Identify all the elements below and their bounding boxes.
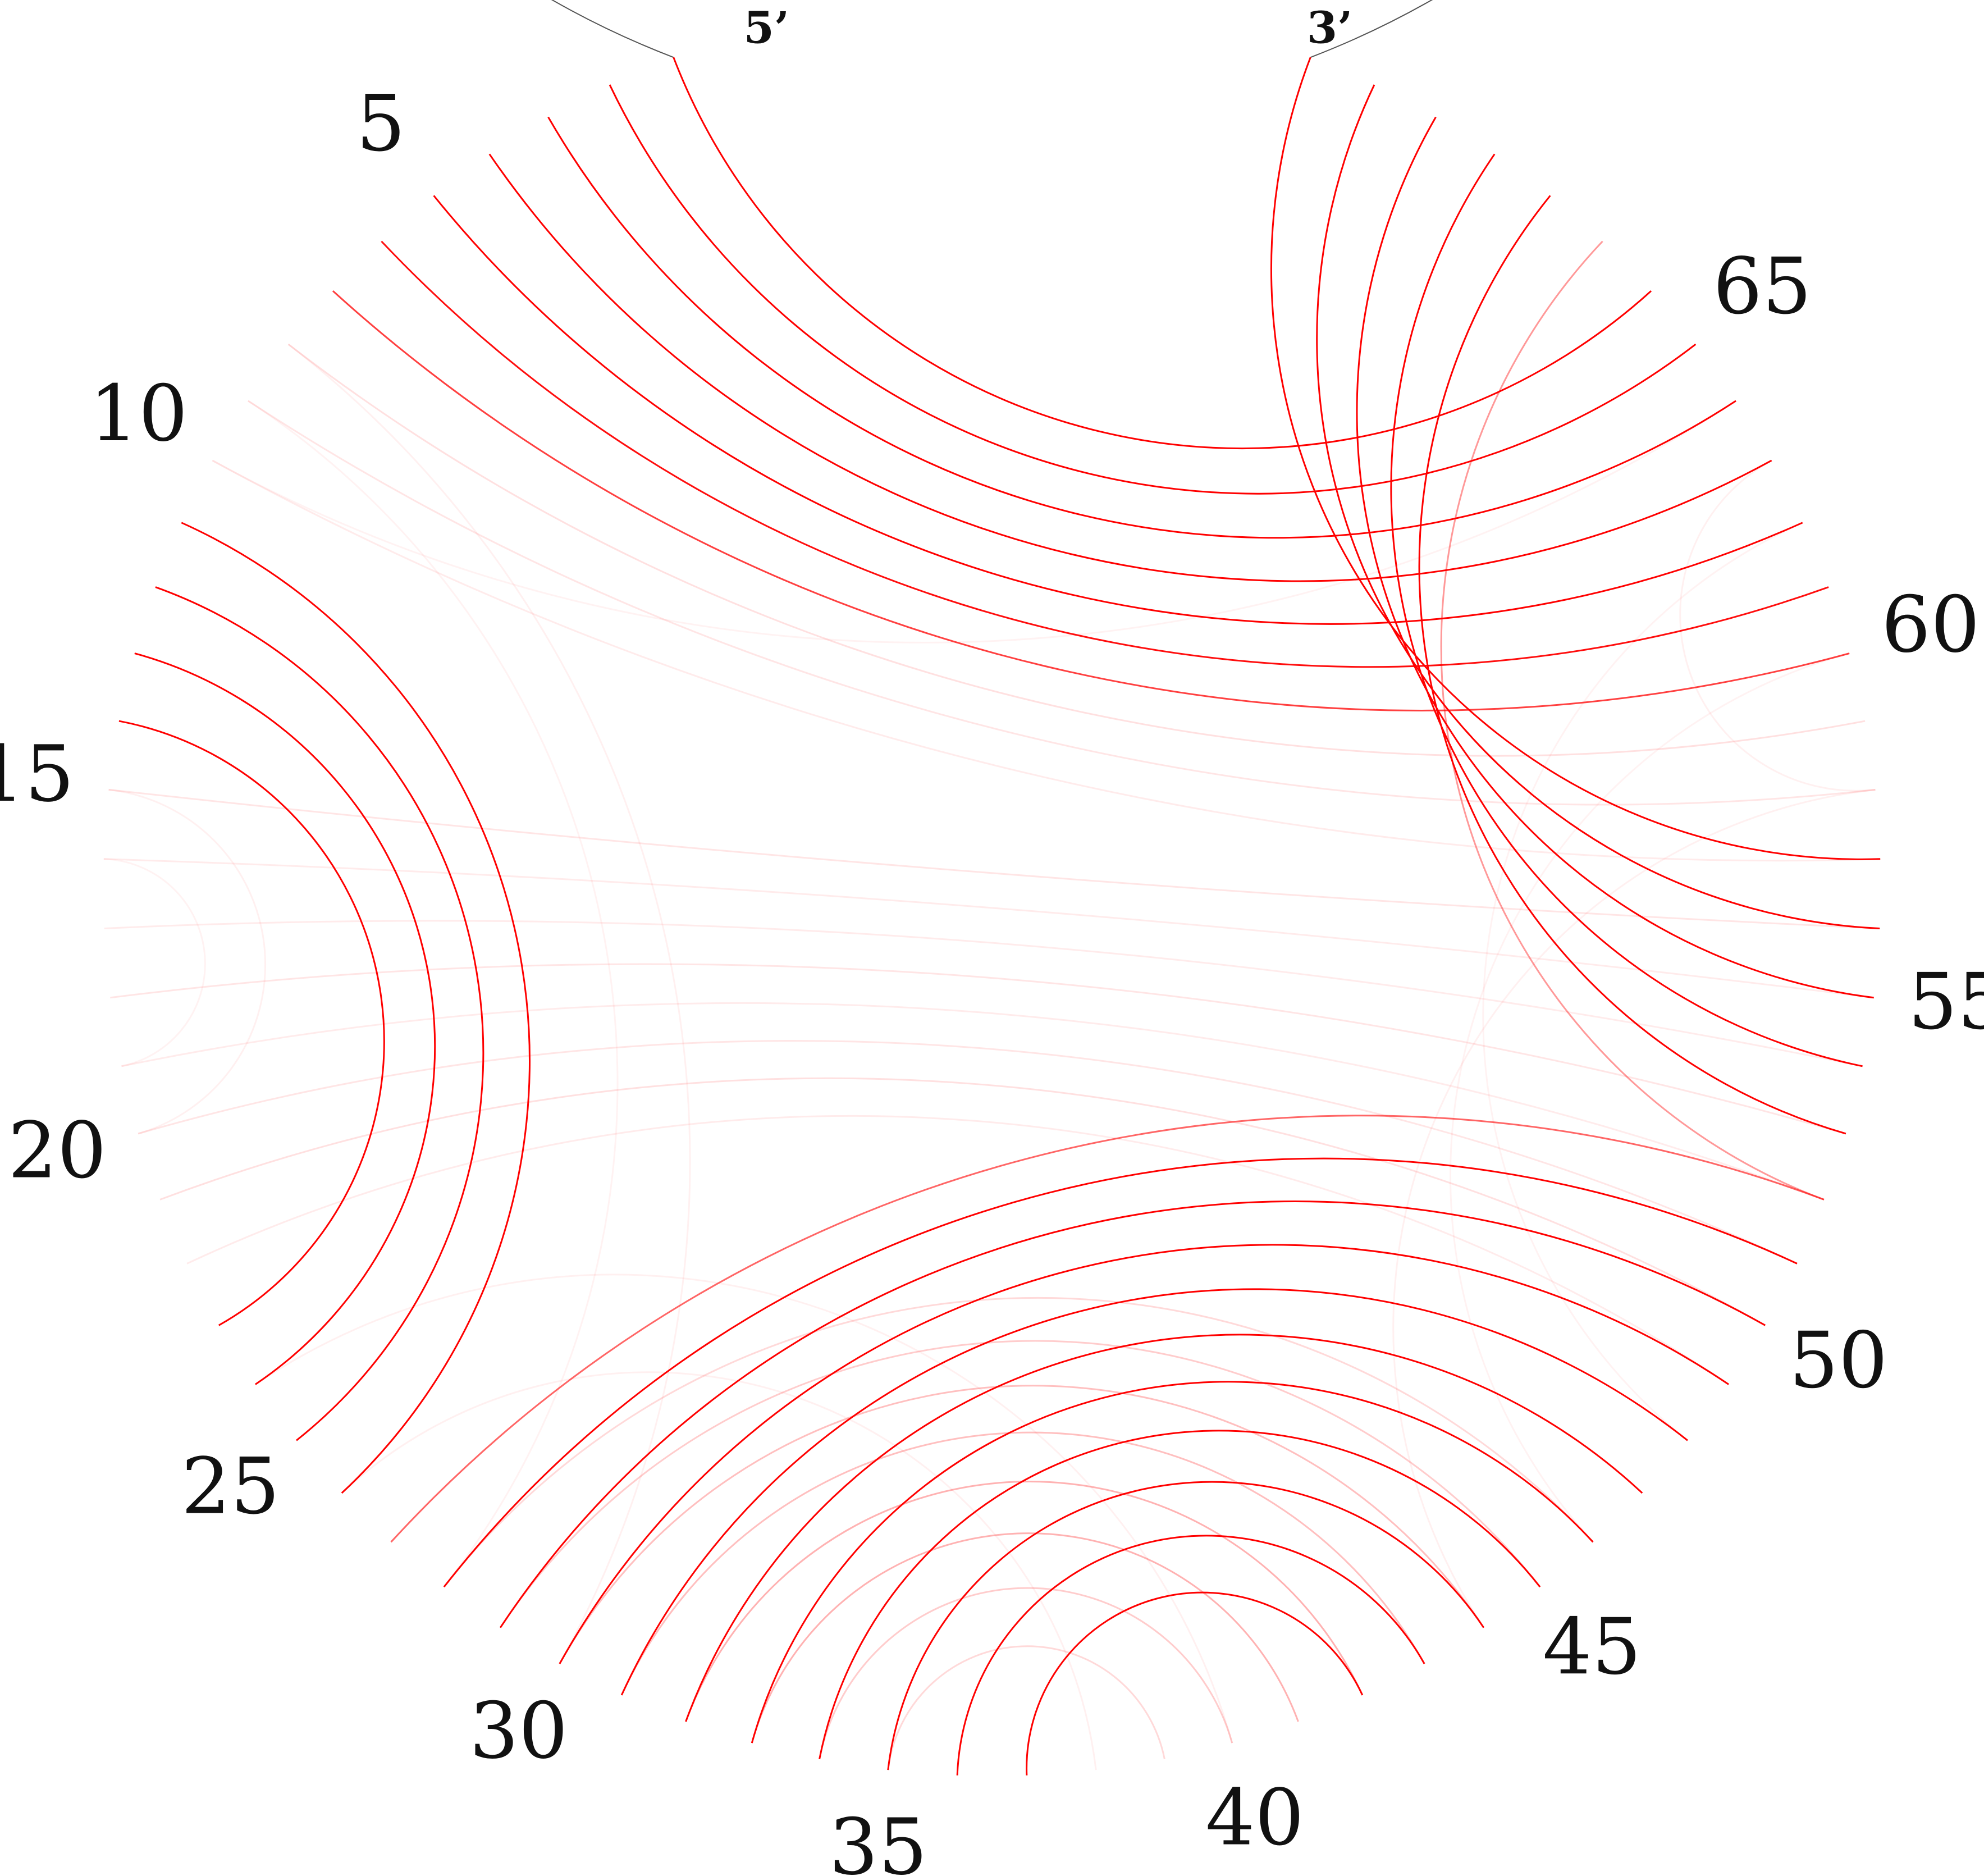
base-pair-arc [255, 1274, 1233, 1743]
tick-label: 15 [0, 729, 74, 819]
base-pair-arc [287, 343, 1866, 757]
base-pair-arc [488, 153, 1772, 582]
tick-label: 40 [1205, 1773, 1304, 1863]
base-pair-arc [118, 720, 385, 1326]
base-pair-arc [1482, 522, 1803, 1441]
tick-label: 30 [469, 1686, 568, 1776]
base-pair-arc [819, 1430, 1541, 1760]
base-pair-arc [559, 1244, 1729, 1664]
base-pair-arc [1418, 195, 1846, 1135]
base-pair-arc [381, 240, 1829, 668]
base-pair-arc [134, 652, 436, 1385]
base-pair-arc [887, 1481, 1485, 1770]
tick-label: 5 [356, 79, 405, 169]
base-pair-arc [673, 57, 1652, 450]
base-pair-arc [685, 1334, 1643, 1722]
three-prime-label: 3’ [1307, 3, 1352, 54]
base-pair-arc [559, 1385, 1485, 1664]
base-pair-arc [212, 459, 1881, 862]
base-pair-arc [1026, 1591, 1364, 1775]
base-pair-arc [332, 290, 1850, 711]
base-pair-arc [341, 1371, 1097, 1770]
base-pair-arc [1356, 116, 1874, 999]
base-pair-arc [1316, 84, 1880, 930]
base-pair-arc [248, 400, 1876, 806]
base-pair-arc [1440, 240, 1825, 1201]
base-pair-arcs [103, 57, 1881, 1775]
base-pair-arc [433, 195, 1803, 625]
five-prime-label: 5’ [744, 3, 789, 54]
tick-label: 45 [1543, 1601, 1642, 1692]
tick-labels: 5 10 15 20 25 30 35 40 45 50 55 60 65 [0, 79, 1984, 1876]
base-pair-arc [887, 1645, 1165, 1770]
base-pair-arc [110, 963, 1846, 1135]
base-pair-arc [103, 858, 206, 1067]
base-pair-arc [443, 1157, 1798, 1588]
base-pair-arc [819, 1587, 1233, 1760]
base-pair-arc [609, 84, 1697, 495]
base-pair-arc [248, 400, 619, 1588]
base-pair-arc [751, 1532, 1299, 1743]
circle-outline [551, 0, 1433, 58]
base-pair-arc [751, 1381, 1594, 1743]
base-pair-arc [121, 1002, 1825, 1201]
base-pair-arc [1390, 153, 1863, 1067]
base-pair-arc [620, 1431, 1425, 1696]
base-pair-arc [499, 1201, 1766, 1628]
base-pair-arc [138, 1040, 1798, 1265]
base-pair-arc [1450, 652, 1850, 1543]
base-pair-arc [1270, 57, 1881, 860]
base-pair-arc [547, 116, 1736, 539]
tick-label: 50 [1789, 1315, 1888, 1405]
base-pair-arc [108, 788, 266, 1135]
base-pair-arc [390, 1115, 1825, 1543]
base-pair-arc [186, 1115, 1729, 1385]
tick-label: 65 [1713, 241, 1812, 331]
base-pair-arc [108, 788, 1880, 930]
tick-label: 55 [1908, 956, 1984, 1047]
base-pair-arc [956, 1535, 1425, 1775]
base-pair-arc [1392, 788, 1876, 1628]
base-pair-arc [287, 343, 691, 1664]
base-pair-arc [104, 920, 1863, 1067]
tick-label: 10 [89, 368, 188, 459]
base-pair-arc [685, 1481, 1364, 1722]
base-pair-arc [155, 586, 484, 1441]
base-pair-arc [620, 1288, 1688, 1696]
base-pair-arc [181, 522, 531, 1494]
base-pair-arc [103, 858, 1874, 999]
base-pair-arc [212, 400, 1736, 643]
base-pair-arc [443, 1297, 1594, 1588]
tick-label: 35 [829, 1802, 927, 1876]
tick-label: 25 [181, 1441, 280, 1532]
tick-label: 20 [8, 1106, 107, 1196]
base-pair-arc [499, 1340, 1541, 1628]
base-pair-arc [159, 1077, 1766, 1326]
base-pair-arc [1679, 459, 1876, 792]
tick-label: 60 [1881, 579, 1980, 670]
